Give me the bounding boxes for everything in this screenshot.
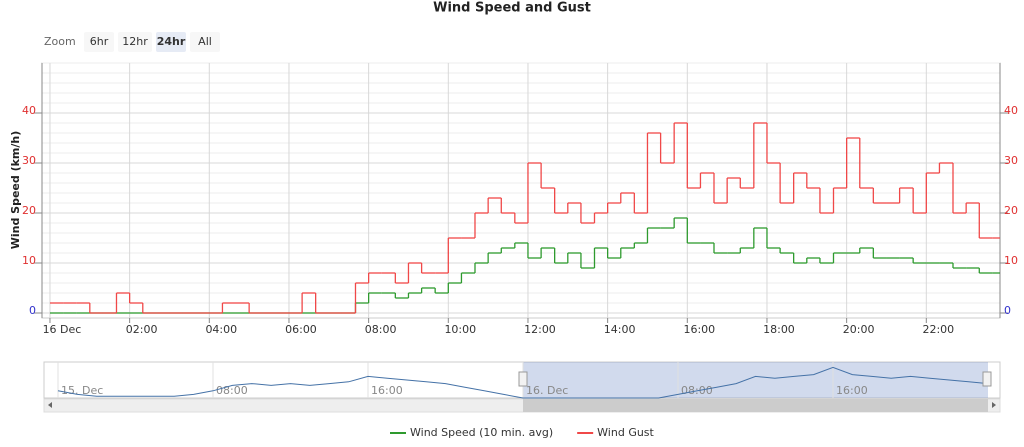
x-tick-label: 20:00 bbox=[843, 323, 875, 336]
plot bbox=[49, 122, 1000, 314]
navigator-line bbox=[57, 366, 989, 399]
y-tick-label: 20 bbox=[22, 204, 36, 217]
y2-tick-label: 30 bbox=[1004, 154, 1018, 167]
grid: 0 10 20 30 40 0 10 20 30 40 16 Dec 02:00 04:00 06:00 0… bbox=[22, 62, 1018, 336]
scrollbar-right[interactable] bbox=[992, 402, 996, 408]
y2-tick-label: 40 bbox=[1004, 104, 1018, 117]
y2-tick-label: 10 bbox=[1004, 254, 1018, 267]
y-tick-label: 30 bbox=[22, 154, 36, 167]
y2-tick-label: 0 bbox=[1004, 304, 1011, 317]
y-axis-label: Wind Speed (km/h) bbox=[9, 131, 22, 250]
legend: Wind Speed (10 min. avg) Wind Gust bbox=[390, 426, 655, 439]
zoom-button[interactable] bbox=[84, 32, 114, 52]
chart-title: Wind Speed and Gust bbox=[433, 1, 591, 16]
x-tick-label: 08:00 bbox=[365, 323, 397, 336]
zoom-button[interactable] bbox=[156, 32, 186, 52]
zoom-button[interactable] bbox=[118, 32, 152, 52]
x-tick-label: 06:00 bbox=[285, 323, 317, 336]
scrollbar-thumb[interactable] bbox=[523, 399, 988, 412]
zoom-buttons: 6hr 12hr 24hr All bbox=[84, 32, 220, 52]
x-tick-label: 12:00 bbox=[524, 323, 556, 336]
zoom-button-label[interactable]: 24hr bbox=[157, 35, 186, 48]
zoom-button-label[interactable]: All bbox=[198, 35, 212, 48]
scrollbar-left[interactable] bbox=[48, 402, 52, 408]
zoom-button[interactable] bbox=[190, 32, 220, 52]
legend-label[interactable]: Wind Speed (10 min. avg) bbox=[410, 426, 553, 439]
zoom-button-label[interactable]: 12hr bbox=[122, 35, 148, 48]
navigator-tick-label: 16:00 bbox=[371, 384, 403, 397]
zoom-button-label[interactable]: 6hr bbox=[90, 35, 109, 48]
navigator-handle[interactable] bbox=[982, 371, 992, 387]
legend-label[interactable]: Wind Gust bbox=[597, 426, 654, 439]
x-tick-label: 18:00 bbox=[763, 323, 795, 336]
navigator-tick-label: 16:00 bbox=[836, 384, 868, 397]
navigator: 15. Dec 08:00 16:00 16. Dec 08:00 16:00 bbox=[43, 361, 1001, 413]
x-tick-label: 16 Dec bbox=[43, 323, 82, 336]
plot-frame bbox=[41, 62, 1001, 319]
navigator-tick-label: 16. Dec bbox=[526, 384, 568, 397]
navigator-selection[interactable] bbox=[523, 362, 988, 398]
x-tick-label: 04:00 bbox=[205, 323, 237, 336]
y-tick-label: 10 bbox=[22, 254, 36, 267]
y2-tick-label: 20 bbox=[1004, 204, 1018, 217]
navigator-handle[interactable] bbox=[518, 371, 528, 387]
x-tick-label: 22:00 bbox=[922, 323, 954, 336]
y-tick-label: 40 bbox=[22, 104, 36, 117]
y-tick-label: 0 bbox=[29, 304, 36, 317]
x-tick-label: 10:00 bbox=[444, 323, 476, 336]
x-tick-label: 02:00 bbox=[126, 323, 158, 336]
x-tick-label: 14:00 bbox=[604, 323, 636, 336]
zoom-label: Zoom bbox=[44, 35, 76, 48]
x-tick-label: 16:00 bbox=[683, 323, 715, 336]
